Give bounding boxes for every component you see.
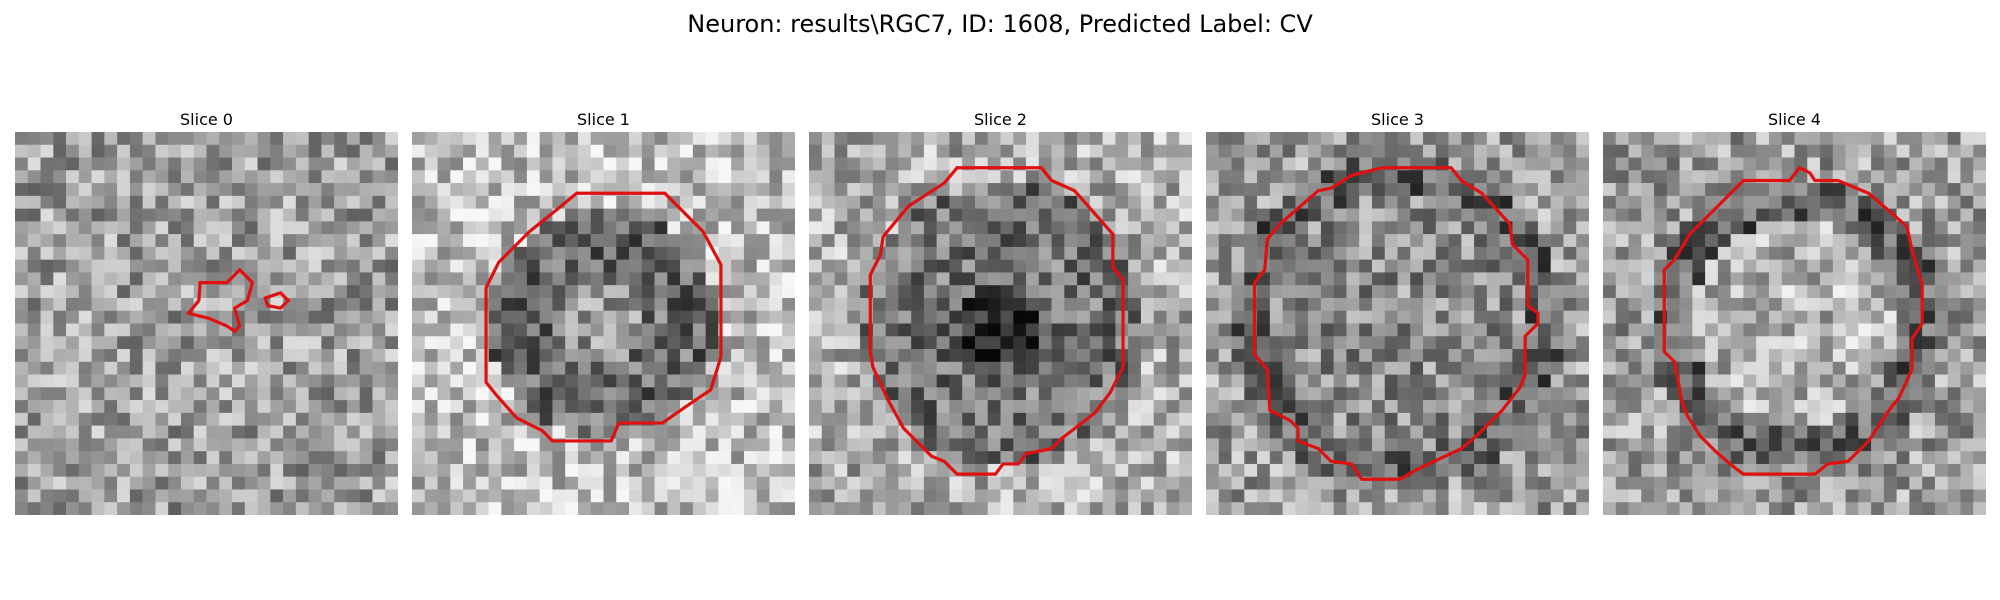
slice-image-1 <box>412 132 795 515</box>
contour-outline <box>868 166 1125 476</box>
contour-outline <box>263 291 291 310</box>
slice-image-2 <box>809 132 1192 515</box>
contour-outline <box>1662 165 1924 476</box>
slice-title-4: Slice 4 <box>1768 110 1821 129</box>
contour-outline <box>484 191 723 443</box>
slice-image-3 <box>1206 132 1589 515</box>
contour-outline <box>185 267 255 334</box>
slice-panel-0: Slice 0 <box>15 108 398 515</box>
slice-panel-1: Slice 1 <box>412 108 795 515</box>
slice-panel-4: Slice 4 <box>1603 108 1986 515</box>
figure-title: Neuron: results\RGC7, ID: 1608, Predicte… <box>687 10 1313 38</box>
slice-title-3: Slice 3 <box>1371 110 1424 129</box>
slice-title-2: Slice 2 <box>974 110 1027 129</box>
slice-image-4 <box>1603 132 1986 515</box>
slice-title-1: Slice 1 <box>577 110 630 129</box>
slice-panel-3: Slice 3 <box>1206 108 1589 515</box>
slice-image-0 <box>15 132 398 515</box>
slice-panel-2: Slice 2 <box>809 108 1192 515</box>
contour-outline <box>1252 166 1540 481</box>
slice-title-0: Slice 0 <box>180 110 233 129</box>
